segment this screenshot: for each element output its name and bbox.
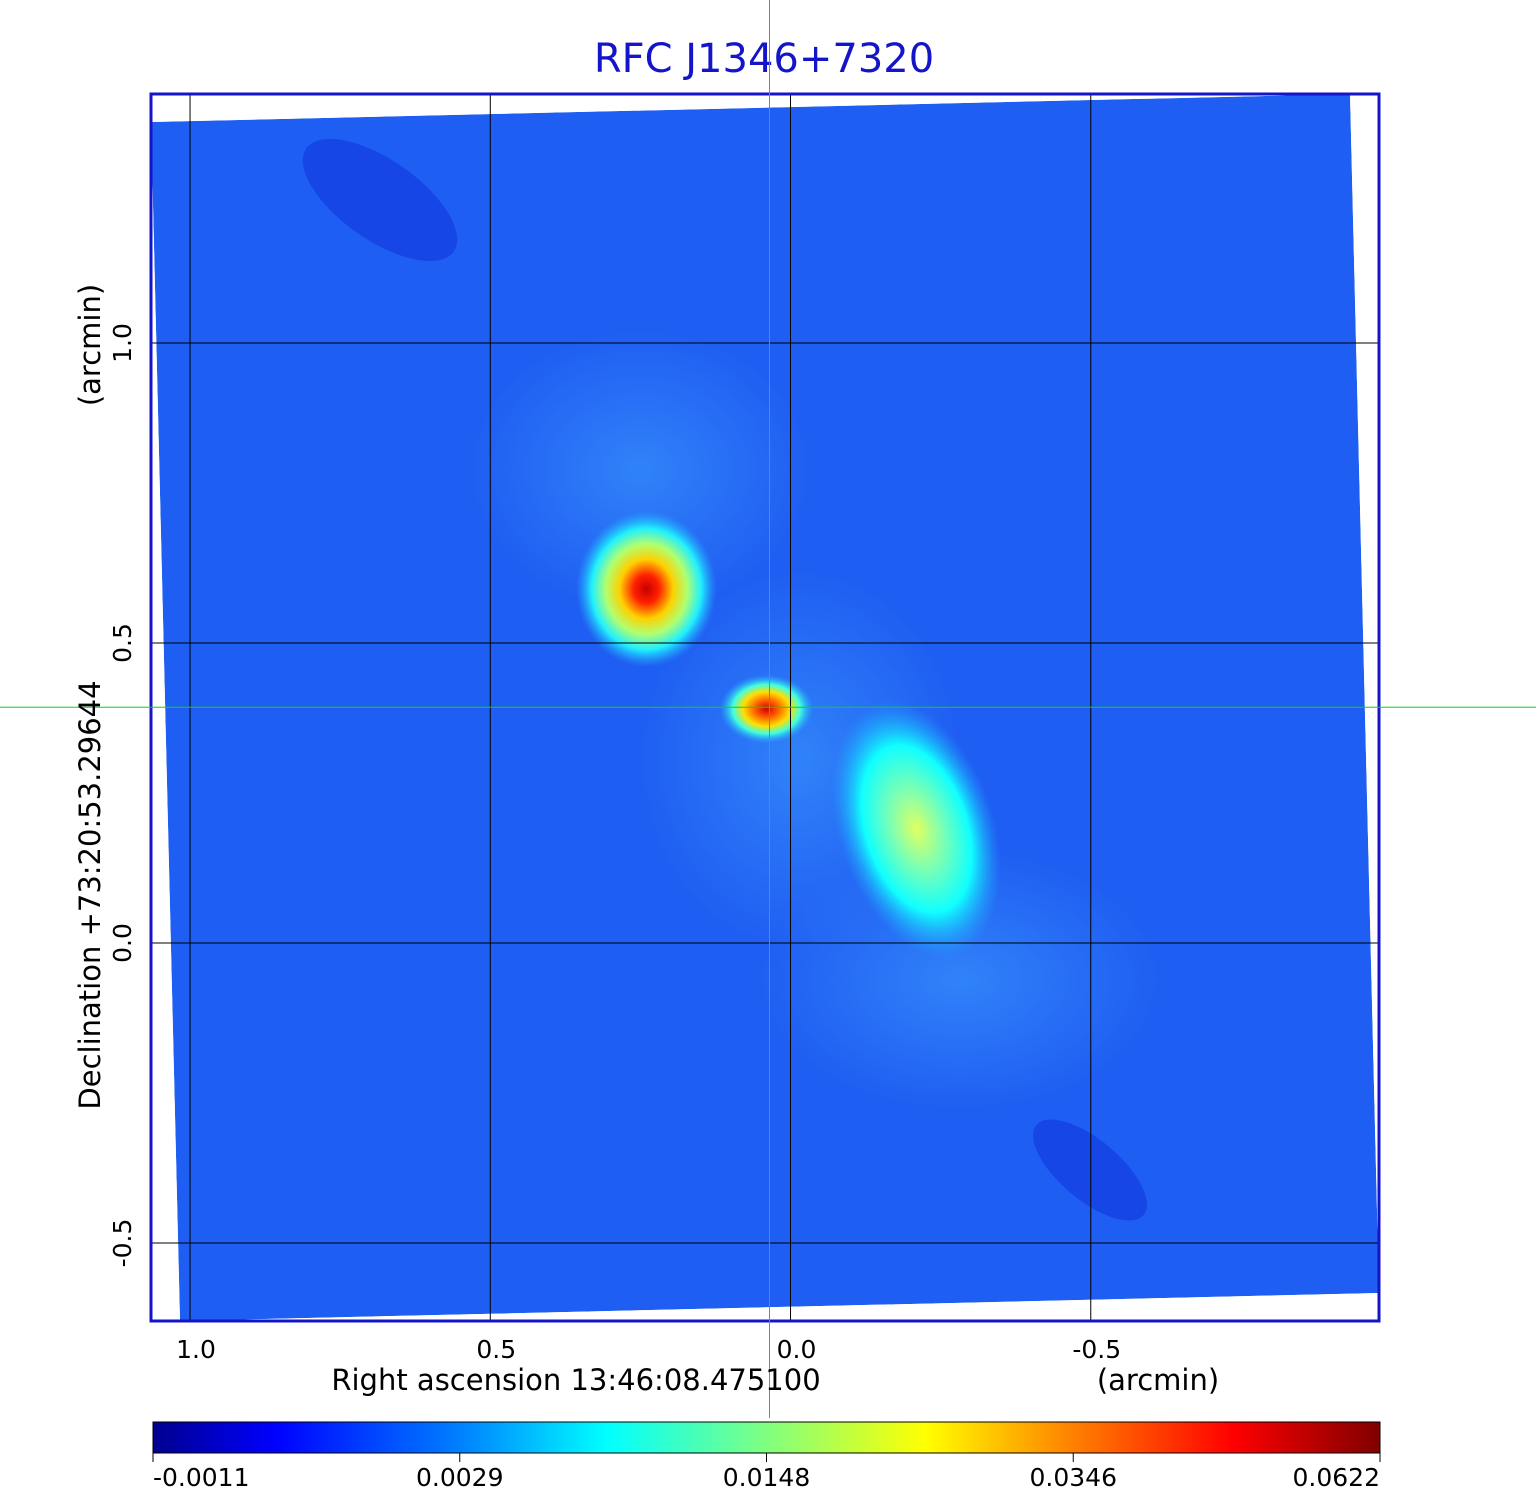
x-tick-label: 0.5 bbox=[476, 1335, 516, 1364]
colorbar-tick-label: 0.0622 bbox=[1293, 1463, 1380, 1492]
dark-streak-southeast bbox=[1033, 1119, 1147, 1221]
diffuse-emission-north bbox=[470, 330, 810, 610]
y-tick-label: 0.0 bbox=[108, 923, 137, 963]
x-tick-label: 0.0 bbox=[777, 1335, 817, 1364]
source-2 bbox=[719, 674, 814, 744]
colorbar bbox=[152, 1421, 1381, 1454]
x-tick-labels: 1.0 0.5 0.0 -0.5 bbox=[176, 1335, 1121, 1364]
sources-layer bbox=[576, 511, 1002, 958]
colorbar-tick-label: 0.0148 bbox=[723, 1463, 810, 1492]
source-1 bbox=[576, 511, 717, 667]
x-axis-label: Right ascension 13:46:08.475100 bbox=[331, 1363, 820, 1397]
x-axis-unit: (arcmin) bbox=[1097, 1363, 1219, 1397]
y-tick-label: 0.5 bbox=[108, 623, 137, 663]
colorbar-tick-label: 0.0029 bbox=[416, 1463, 503, 1492]
colorbar-tick-label: -0.0011 bbox=[153, 1463, 250, 1492]
y-tick-label: 1.0 bbox=[108, 323, 137, 363]
y-axis-label: Declination +73:20:53.29644 bbox=[73, 680, 107, 1109]
dark-streak-northwest bbox=[302, 138, 458, 262]
y-axis-unit: (arcmin) bbox=[73, 284, 107, 406]
y-tick-labels: 1.0 0.5 0.0 -0.5 bbox=[108, 323, 137, 1267]
chart-title: RFC J1346+7320 bbox=[594, 36, 934, 82]
colorbar-ticks: -0.0011 0.0029 0.0148 0.0346 0.0622 bbox=[152, 1453, 1381, 1492]
x-tick-label: 1.0 bbox=[176, 1335, 216, 1364]
colorbar-tick-label: 0.0346 bbox=[1030, 1463, 1117, 1492]
y-tick-label: -0.5 bbox=[108, 1219, 137, 1268]
source-3 bbox=[831, 700, 1002, 958]
x-tick-label: -0.5 bbox=[1072, 1335, 1121, 1364]
